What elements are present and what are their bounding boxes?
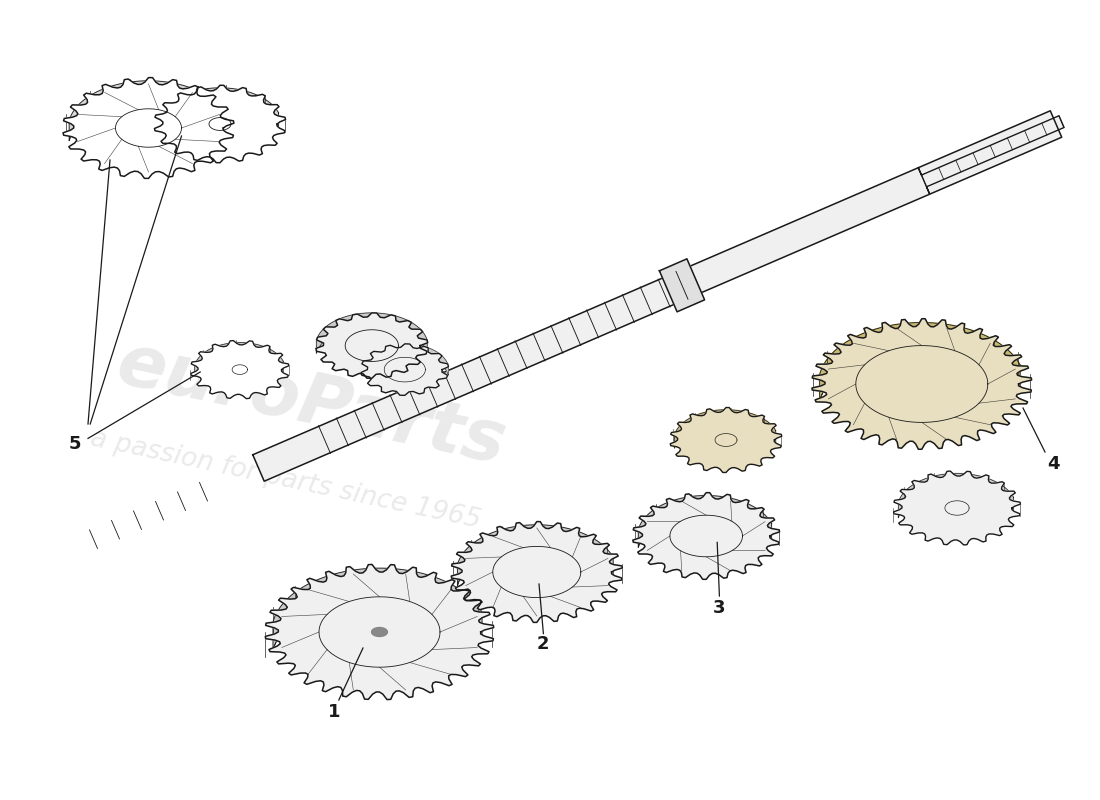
Polygon shape xyxy=(316,313,428,378)
Polygon shape xyxy=(856,346,988,422)
Polygon shape xyxy=(670,407,782,473)
Polygon shape xyxy=(918,116,1064,194)
Polygon shape xyxy=(317,313,427,354)
Polygon shape xyxy=(69,81,224,141)
Polygon shape xyxy=(63,78,234,178)
Polygon shape xyxy=(458,525,613,586)
Polygon shape xyxy=(319,597,440,667)
Polygon shape xyxy=(899,474,1013,518)
Polygon shape xyxy=(372,627,387,637)
Text: 4: 4 xyxy=(1047,455,1059,473)
Polygon shape xyxy=(361,344,449,375)
Polygon shape xyxy=(116,109,182,147)
Polygon shape xyxy=(195,342,283,377)
Polygon shape xyxy=(670,515,742,557)
Polygon shape xyxy=(265,565,494,699)
Text: 1: 1 xyxy=(328,703,340,721)
Polygon shape xyxy=(190,341,289,398)
Polygon shape xyxy=(154,86,286,162)
Text: euroParts: euroParts xyxy=(110,330,512,479)
Polygon shape xyxy=(632,493,780,579)
Text: 2: 2 xyxy=(537,635,549,653)
Text: 3: 3 xyxy=(713,599,725,617)
Polygon shape xyxy=(493,546,581,598)
Polygon shape xyxy=(820,322,1020,401)
Polygon shape xyxy=(160,88,278,134)
Text: 5: 5 xyxy=(68,435,80,453)
Polygon shape xyxy=(812,318,1032,450)
Polygon shape xyxy=(253,110,1062,482)
Polygon shape xyxy=(451,522,623,622)
Polygon shape xyxy=(893,471,1021,545)
Polygon shape xyxy=(674,410,775,448)
Text: a passion for parts since 1965: a passion for parts since 1965 xyxy=(88,426,483,534)
Polygon shape xyxy=(659,259,705,312)
Polygon shape xyxy=(273,568,482,650)
Polygon shape xyxy=(361,344,449,395)
Polygon shape xyxy=(638,495,771,547)
